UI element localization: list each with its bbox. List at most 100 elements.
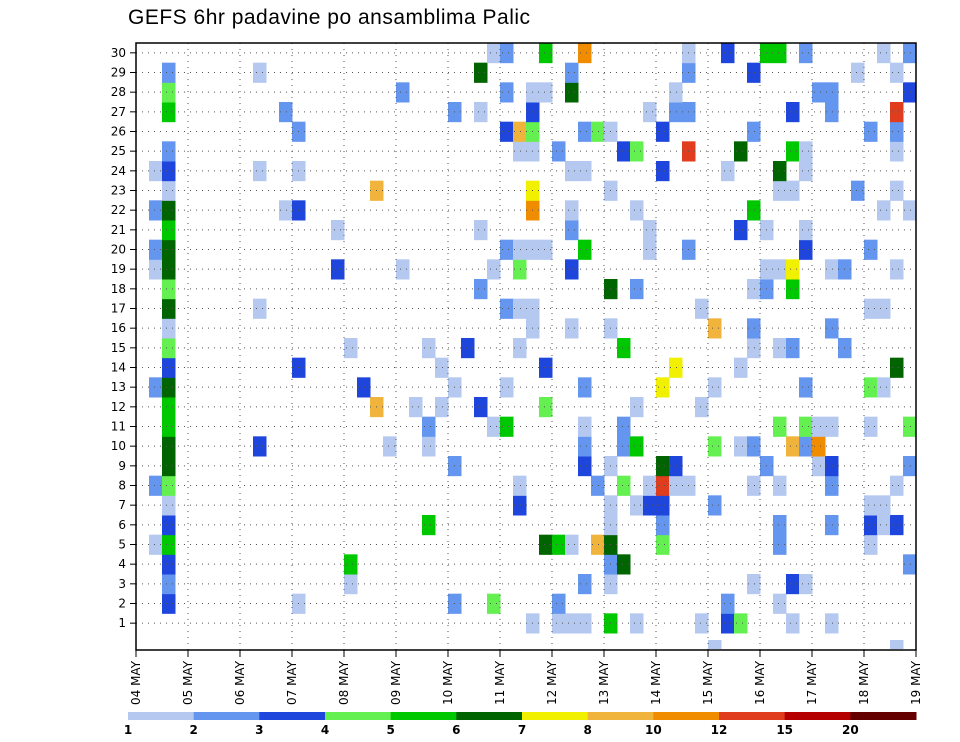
- heatmap-cell: [747, 338, 761, 359]
- heatmap-cell: [578, 613, 592, 634]
- heatmap-cell: [877, 377, 891, 398]
- heatmap-cell: [708, 495, 722, 516]
- y-tick-label: 3: [118, 577, 126, 591]
- heatmap-cell: [630, 397, 644, 418]
- heatmap-cell: [747, 318, 761, 339]
- heatmap-cell: [669, 357, 683, 378]
- heatmap-cell: [669, 82, 683, 103]
- heatmap-cell: [890, 62, 904, 83]
- heatmap-cell: [149, 239, 163, 260]
- heatmap-cell: [565, 534, 579, 555]
- heatmap-cell: [422, 416, 436, 437]
- heatmap-cell: [799, 220, 813, 241]
- heatmap-cell: [162, 180, 176, 201]
- colorbar-segment: [390, 712, 457, 720]
- heatmap-cell: [487, 593, 501, 614]
- heatmap-cell: [786, 102, 800, 123]
- heatmap-cell: [162, 82, 176, 103]
- heatmap-cell: [812, 456, 826, 477]
- heatmap-cell: [825, 82, 839, 103]
- heatmap-cell: [162, 102, 176, 123]
- heatmap-cell: [474, 397, 488, 418]
- heatmap-cell: [747, 200, 761, 221]
- heatmap-cell: [552, 141, 566, 162]
- heatmap-cell: [578, 436, 592, 457]
- heatmap-cell: [864, 416, 878, 437]
- colorbar-segment: [653, 712, 720, 720]
- heatmap-cell: [903, 43, 917, 64]
- heatmap-cell: [643, 239, 657, 260]
- heatmap-cell: [851, 62, 865, 83]
- heatmap-cell: [617, 416, 631, 437]
- heatmap-cell: [864, 495, 878, 516]
- heatmap-cell: [825, 475, 839, 496]
- heatmap-cell: [565, 220, 579, 241]
- colorbar-label: 6: [452, 723, 460, 737]
- heatmap-cell: [695, 298, 709, 319]
- heatmap-cell: [565, 200, 579, 221]
- heatmap-cell: [721, 43, 735, 64]
- heatmap-cell: [357, 377, 371, 398]
- heatmap-cell: [162, 534, 176, 555]
- y-tick-label: 16: [111, 321, 126, 335]
- heatmap-cell: [864, 534, 878, 555]
- heatmap-cell: [162, 357, 176, 378]
- heatmap-cell: [552, 593, 566, 614]
- heatmap-cell: [149, 161, 163, 182]
- heatmap-cell: [877, 515, 891, 536]
- heatmap-cell: [903, 554, 917, 575]
- x-tick-label: 08 MAY: [337, 660, 351, 705]
- heatmap-cell: [773, 534, 787, 555]
- heatmap-cell: [773, 43, 787, 64]
- colorbar-segment: [850, 712, 917, 720]
- y-tick-label: 27: [111, 105, 126, 119]
- y-tick-label: 23: [111, 184, 126, 198]
- y-tick-label: 20: [111, 243, 126, 257]
- heatmap-cell: [500, 416, 514, 437]
- heatmap-cell: [890, 102, 904, 123]
- heatmap-cell: [747, 62, 761, 83]
- heatmap-cell: [812, 436, 826, 457]
- heatmap-cell: [474, 102, 488, 123]
- heatmap-cell: [513, 259, 527, 280]
- x-tick-label: 11 MAY: [493, 660, 507, 705]
- y-tick-label: 9: [118, 459, 126, 473]
- y-tick-label: 8: [118, 479, 126, 493]
- y-tick-label: 29: [111, 66, 126, 80]
- heatmap-cell: [786, 574, 800, 595]
- heatmap-cell: [578, 43, 592, 64]
- heatmap-cell: [513, 121, 527, 142]
- heatmap-cell: [747, 436, 761, 457]
- heatmap-cell: [734, 220, 748, 241]
- heatmap-cell: [565, 318, 579, 339]
- heatmap-cell: [396, 82, 410, 103]
- heatmap-cell: [500, 298, 514, 319]
- heatmap-cell: [578, 121, 592, 142]
- heatmap-cell: [799, 377, 813, 398]
- y-tick-label: 30: [111, 46, 126, 60]
- heatmap-cell: [162, 62, 176, 83]
- heatmap-cell: [513, 298, 527, 319]
- heatmap-cell: [773, 593, 787, 614]
- heatmap-cell: [331, 259, 345, 280]
- heatmap-cell: [162, 220, 176, 241]
- heatmap-cell: [812, 416, 826, 437]
- heatmap-cell: [253, 161, 267, 182]
- heatmap-cell: [617, 554, 631, 575]
- colorbar-segment: [128, 712, 195, 720]
- heatmap-cell: [552, 613, 566, 634]
- y-tick-label: 26: [111, 125, 126, 139]
- heatmap-cell: [708, 377, 722, 398]
- heatmap-cell: [890, 475, 904, 496]
- heatmap-cell: [162, 200, 176, 221]
- heatmap-cell: [162, 298, 176, 319]
- y-tick-label: 18: [111, 282, 126, 296]
- heatmap-cell: [656, 456, 670, 477]
- heatmap-cell: [708, 318, 722, 339]
- heatmap-cell: [344, 554, 358, 575]
- x-tick-label: 13 MAY: [597, 660, 611, 705]
- colorbar-segment: [719, 712, 786, 720]
- heatmap-cell: [552, 534, 566, 555]
- heatmap-cell: [617, 436, 631, 457]
